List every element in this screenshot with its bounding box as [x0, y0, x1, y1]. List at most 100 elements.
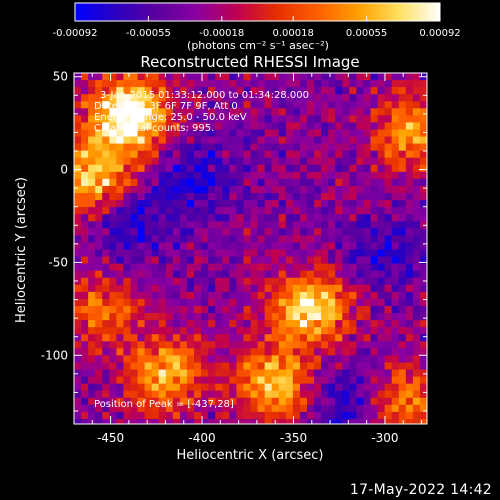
heatmap-cell [172, 164, 181, 173]
heatmap-cell [299, 129, 308, 138]
heatmap-cell [384, 263, 393, 272]
heatmap-cell [186, 397, 195, 406]
heatmap-cell [172, 108, 181, 116]
heatmap-cell [370, 369, 379, 378]
heatmap-cell [321, 369, 329, 378]
heatmap-cell [264, 277, 273, 286]
heatmap-cell [208, 185, 216, 194]
heatmap-cell [292, 334, 301, 342]
heatmap-cell [215, 73, 223, 81]
heatmap-cell [278, 411, 287, 420]
heatmap-cell [285, 164, 294, 173]
heatmap-cell [342, 157, 350, 166]
heatmap-cell [278, 418, 287, 424]
heatmap-cell [278, 129, 287, 138]
heatmap-cell [405, 122, 414, 131]
heatmap-cell [81, 136, 89, 145]
heatmap-cell [321, 404, 329, 413]
heatmap-cell [271, 235, 280, 244]
heatmap-cell [243, 320, 252, 328]
heatmap-cell [144, 263, 153, 272]
heatmap-cell [151, 390, 160, 399]
heatmap-cell [264, 221, 273, 229]
heatmap-cell [257, 193, 266, 201]
heatmap-cell [306, 214, 315, 222]
heatmap-cell [74, 115, 82, 124]
heatmap-cell [370, 193, 379, 201]
heatmap-cell [194, 305, 202, 314]
heatmap-cell [335, 150, 343, 159]
heatmap-cell [299, 193, 308, 201]
heatmap-cell [222, 200, 230, 208]
heatmap-cell [95, 150, 103, 159]
heatmap-cell [349, 404, 357, 413]
heatmap-cell [278, 348, 287, 356]
heatmap-cell [363, 298, 372, 307]
heatmap-cell [194, 383, 202, 392]
heatmap-cell [165, 397, 174, 406]
heatmap-cell [165, 178, 174, 187]
heatmap-cell [137, 115, 146, 124]
heatmap-cell [243, 193, 252, 201]
heatmap-cell [243, 404, 252, 413]
heatmap-cell [412, 164, 421, 173]
heatmap-cell [109, 228, 117, 236]
heatmap-cell [172, 256, 181, 265]
heatmap-cell [222, 327, 230, 335]
heatmap-cell [102, 136, 110, 145]
colorbar-tick-label: -0.00092 [53, 28, 98, 39]
heatmap-cell [186, 115, 195, 124]
heatmap-cell [172, 397, 181, 406]
heatmap-cell [370, 115, 379, 124]
heatmap-cell [165, 157, 174, 166]
heatmap-cell [194, 221, 202, 229]
heatmap-cell [74, 320, 82, 328]
heatmap-cell [314, 397, 322, 406]
heatmap-cell [151, 221, 160, 229]
heatmap-cell [271, 305, 280, 314]
heatmap-cell [278, 94, 287, 102]
heatmap-cell [370, 291, 379, 300]
heatmap-cell [257, 334, 266, 342]
heatmap-cell [172, 221, 181, 229]
heatmap-cell [314, 277, 322, 286]
heatmap-cell [264, 108, 273, 116]
heatmap-cell [243, 397, 252, 406]
heatmap-cell [151, 313, 160, 321]
heatmap-cell [370, 164, 379, 173]
heatmap-cell [314, 334, 322, 342]
heatmap-cell [335, 277, 343, 286]
heatmap-cell [384, 108, 393, 116]
heatmap-cell [299, 115, 308, 124]
heatmap-cell [314, 249, 322, 258]
heatmap-cell [405, 376, 414, 385]
heatmap-cell [201, 284, 209, 293]
heatmap-cell [398, 150, 407, 159]
heatmap-cell [137, 221, 146, 229]
heatmap-cell [144, 284, 153, 293]
heatmap-cell [109, 383, 117, 392]
heatmap-cell [130, 122, 139, 131]
heatmap-cell [95, 73, 103, 81]
heatmap-cell [172, 115, 181, 124]
heatmap-cell [419, 348, 427, 356]
heatmap-cell [285, 242, 294, 251]
heatmap-cell [335, 327, 343, 335]
heatmap-cell [370, 383, 379, 392]
heatmap-cell [278, 397, 287, 406]
heatmap-cell [299, 341, 308, 349]
heatmap-cell [222, 418, 230, 424]
heatmap-cell [398, 249, 407, 258]
heatmap-cell [292, 369, 301, 378]
heatmap-cell [123, 390, 132, 399]
heatmap-cell [398, 256, 407, 265]
heatmap-cell [405, 108, 414, 116]
heatmap-cell [257, 87, 266, 95]
heatmap-cell [342, 235, 350, 244]
heatmap-cell [398, 313, 407, 321]
heatmap-cell [137, 305, 146, 314]
heatmap-cell [130, 418, 139, 424]
heatmap-cell [88, 129, 96, 138]
heatmap-cell [384, 214, 393, 222]
heatmap-cell [158, 143, 167, 152]
